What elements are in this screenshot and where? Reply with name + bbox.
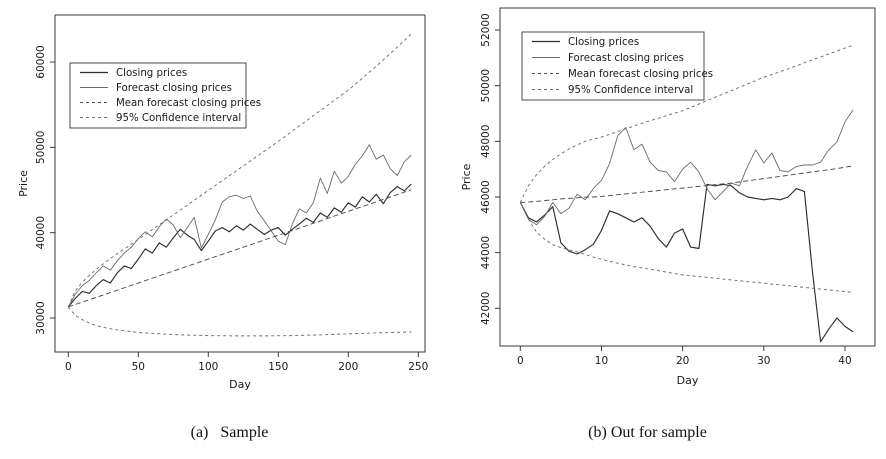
mean-line <box>68 189 412 308</box>
forecast-line <box>519 109 854 226</box>
legend-label: 95% Confidence interval <box>568 85 693 96</box>
y-axis-tick-label: 30000 <box>35 301 47 334</box>
y-axis-tick-label: 50000 <box>35 131 47 164</box>
chart-a-caption: (a) Sample <box>190 424 269 441</box>
x-axis-tick-label: 50 <box>132 361 145 373</box>
ci-upper-line <box>519 44 854 203</box>
x-axis-tick-label: 100 <box>198 361 218 373</box>
y-axis-title: Price <box>17 170 30 197</box>
y-axis-tick-label: 42000 <box>480 292 492 325</box>
plot-border <box>54 14 426 353</box>
legend-label: Closing prices <box>568 37 639 48</box>
ci-upper-line <box>67 33 412 308</box>
x-axis-tick-label: 20 <box>676 355 689 367</box>
legend-box <box>521 31 705 101</box>
plot-border <box>499 7 876 347</box>
x-axis-tick-label: 0 <box>65 361 72 373</box>
legend-label: 95% Confidence interval <box>116 113 241 124</box>
y-axis-tick-label: 52000 <box>480 13 492 46</box>
x-axis-tick-label: 10 <box>595 355 608 367</box>
x-axis-tick-label: 40 <box>838 355 851 367</box>
closing-line <box>519 183 854 343</box>
legend-label: Forecast closing prices <box>116 83 232 94</box>
x-axis-tick-label: 150 <box>268 361 288 373</box>
mean-line <box>520 165 854 203</box>
x-axis-tick-label: 30 <box>757 355 770 367</box>
y-axis-tick-label: 48000 <box>480 125 492 158</box>
chart-b-plot: 0 10 20 30 40 42000 44000 46000 48000 50000 52000 D… <box>460 7 876 387</box>
y-axis-tick-label: 50000 <box>480 69 492 102</box>
y-axis-title: Price <box>460 163 473 190</box>
x-axis-title: Day <box>677 374 699 387</box>
ci-lower-line <box>67 306 412 337</box>
chart-a-figure: 0 50 100 150 200 250 30000 40000 50000 60000 Day Pr… <box>17 14 428 441</box>
legend-label: Forecast closing prices <box>568 53 684 64</box>
x-axis-title: Day <box>229 378 251 391</box>
chart-a-plot: 0 50 100 150 200 250 30000 40000 50000 60000 Day Pr… <box>17 14 428 391</box>
chart-b-figure: 0 10 20 30 40 42000 44000 46000 48000 50000 52000 D… <box>443 0 886 459</box>
ci-lower-line <box>519 202 854 293</box>
legend-label: Mean forecast closing prices <box>116 98 261 109</box>
closing-line <box>67 183 412 308</box>
chart-b-caption: (b) Out for sample <box>588 424 707 441</box>
y-axis-tick-label: 60000 <box>35 45 47 78</box>
legend-label: Mean forecast closing prices <box>568 69 713 80</box>
legend-label: Closing prices <box>116 68 187 79</box>
forecast-line <box>67 144 412 308</box>
x-axis-tick-label: 250 <box>408 361 428 373</box>
y-axis-tick-label: 44000 <box>480 236 492 269</box>
y-axis-tick-label: 40000 <box>35 216 47 249</box>
x-axis-tick-label: 200 <box>338 361 358 373</box>
y-axis-tick-label: 46000 <box>480 180 492 213</box>
x-axis-tick-label: 0 <box>517 355 524 367</box>
